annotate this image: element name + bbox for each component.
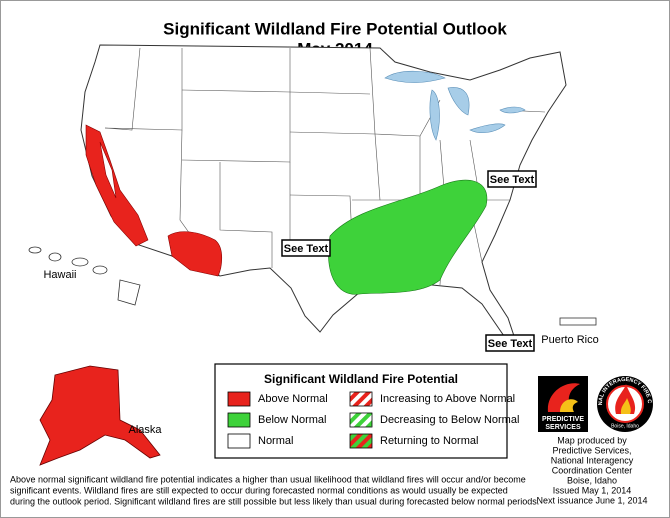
legend-swatch — [349, 391, 373, 407]
credit-line: Map produced by — [557, 435, 627, 445]
legend-swatch — [227, 391, 251, 407]
logo-text: SERVICES — [545, 424, 581, 431]
legend-label: Increasing to Above Normal — [380, 393, 515, 405]
logo-text: Boise, Idaho — [611, 423, 639, 429]
footnote-line: during the outlook period. Significant w… — [10, 496, 539, 506]
see-text: See Text — [488, 338, 533, 350]
footnote-line: Above normal significant wildland fire p… — [10, 474, 526, 484]
legend-swatch — [227, 433, 251, 449]
footnote-line: significant events. Wildland fires are s… — [10, 485, 508, 495]
see-text-box — [487, 170, 537, 188]
hawaii-label: Hawaii — [43, 269, 76, 281]
legend-label: Returning to Normal — [380, 435, 478, 447]
alaska — [39, 365, 161, 466]
alaska-label: Alaska — [128, 424, 162, 436]
legend-swatch — [227, 412, 251, 428]
legend-swatch — [349, 412, 373, 428]
title: Significant Wildland Fire Potential Outl… — [163, 19, 507, 38]
credit-line: National Interagency — [551, 455, 634, 465]
legend-swatch — [349, 433, 373, 449]
legend-label: Below Normal — [258, 414, 326, 426]
below-normal-southeast — [328, 179, 488, 295]
legend-label: Normal — [258, 435, 293, 447]
credit-line: Next issuance June 1, 2014 — [536, 495, 647, 505]
footnote: Above normal significant wildland fire p… — [10, 474, 539, 506]
see-text: See Text — [490, 174, 535, 186]
credit-line: Issued May 1, 2014 — [553, 485, 632, 495]
credit-line: Predictive Services, — [552, 445, 631, 455]
legend-items: Above Normal Below Normal Normal Increasing… — [227, 391, 519, 449]
predictive-services-logo: PREDICTIVE SERVICES — [538, 376, 588, 432]
logo-text: PREDICTIVE — [542, 416, 584, 423]
above-normal-southwest — [167, 231, 223, 277]
puerto-rico-label: Puerto Rico — [541, 334, 598, 346]
islands — [28, 246, 597, 326]
see-text: See Text — [284, 243, 329, 255]
legend-title: Significant Wildland Fire Potential — [264, 372, 458, 386]
legend-label: Decreasing to Below Normal — [380, 414, 519, 426]
great-lakes — [384, 70, 526, 141]
see-text-box — [281, 239, 331, 257]
see-text-box — [485, 334, 535, 352]
legend-label: Above Normal — [258, 393, 328, 405]
above-normal-california — [85, 124, 149, 247]
credit-line: Boise, Idaho — [567, 475, 617, 485]
credit-line: Coordination Center — [552, 465, 633, 475]
